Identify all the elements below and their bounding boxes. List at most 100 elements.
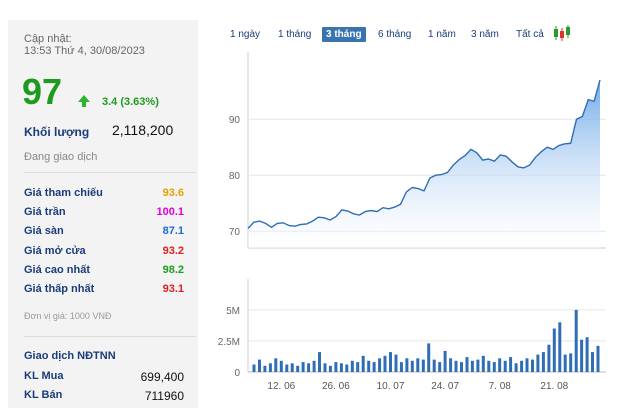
ceiling-price-value: 100.1 — [156, 206, 184, 218]
volume-bar — [574, 309, 578, 372]
tab-3-years[interactable]: 3 năm — [471, 29, 499, 40]
volume-bar — [525, 358, 529, 372]
volume-bar — [290, 363, 294, 372]
volume-bar — [399, 362, 403, 372]
volume-bar — [328, 365, 332, 372]
high-price-value: 98.2 — [162, 264, 184, 276]
unit-note: Đơn vị giá: 1000 VNĐ — [24, 311, 112, 321]
volume-tick-label: 5M — [226, 306, 240, 317]
volume-bar — [438, 362, 442, 372]
volume-bar — [427, 343, 431, 372]
price-tick-label: 90 — [229, 115, 241, 126]
tab-1-day[interactable]: 1 ngày — [230, 29, 261, 40]
tab-3-months[interactable]: 3 tháng — [322, 27, 366, 42]
low-price-label: Giá thấp nhất — [24, 283, 95, 295]
volume-tick-label: 2.5M — [218, 337, 240, 348]
price-line — [247, 79, 601, 229]
low-price-value: 93.1 — [162, 283, 184, 295]
volume-bar — [531, 359, 534, 372]
x-tick-label: 21. 08 — [540, 381, 568, 392]
volume-bar — [279, 360, 283, 372]
volume-bar — [296, 365, 300, 372]
volume-bar — [410, 360, 414, 372]
ref-price-value: 93.6 — [162, 187, 184, 199]
volume-bar — [481, 355, 485, 372]
volume-bar — [514, 363, 518, 372]
volume-bar — [596, 345, 600, 372]
volume-bar — [263, 365, 267, 372]
volume-bar — [339, 363, 343, 372]
volume-bar — [580, 339, 584, 372]
volume-bar — [405, 358, 409, 372]
volume-bar — [563, 354, 567, 372]
volume-bar — [503, 360, 507, 372]
x-tick-label: 12. 06 — [267, 381, 295, 392]
volume-bar — [541, 352, 545, 372]
divider — [24, 336, 196, 337]
floor-price-label: Giá sàn — [24, 225, 64, 237]
open-price-label: Giá mở cửa — [24, 245, 86, 257]
volume-bar — [301, 362, 305, 372]
tab-6-months[interactable]: 6 tháng — [378, 29, 412, 40]
x-tick-label: 10. 07 — [377, 381, 405, 392]
updated-label: Cập nhật: — [24, 33, 72, 45]
price-tick-label: 70 — [229, 227, 241, 238]
volume-bar — [520, 360, 524, 372]
trading-status: Đang giao dịch — [24, 151, 98, 163]
volume-bar — [383, 355, 387, 372]
volume-bar — [258, 359, 261, 372]
volume-bar — [416, 358, 420, 372]
volume-bar — [558, 322, 562, 372]
volume-bar — [443, 350, 447, 372]
tab-all[interactable]: Tất cả — [516, 29, 544, 40]
volume-bar — [591, 352, 594, 372]
x-tick-label: 24. 07 — [431, 381, 459, 392]
volume-bar — [449, 358, 453, 372]
current-price: 97 — [22, 71, 63, 112]
volume-bar — [432, 359, 436, 372]
foreign-sell-label: KL Bán — [24, 389, 63, 401]
volume-bar — [323, 363, 327, 372]
volume-bar — [345, 364, 349, 372]
volume-bar — [389, 352, 392, 372]
divider — [24, 172, 196, 173]
volume-bar — [367, 360, 371, 372]
foreign-sell-value: 711960 — [144, 389, 184, 403]
volume-bar — [547, 344, 551, 372]
up-arrow-icon — [78, 95, 90, 102]
volume-bar — [252, 364, 256, 372]
candlestick-icon[interactable] — [552, 24, 572, 42]
volume-bar — [285, 364, 289, 372]
volume-bar — [394, 354, 398, 372]
volume-bar — [378, 358, 382, 372]
volume-bar — [361, 355, 365, 372]
open-price-value: 93.2 — [162, 245, 184, 257]
up-arrow-stem — [82, 102, 86, 107]
foreign-buy-label: KL Mua — [24, 370, 64, 382]
volume-bar — [307, 363, 311, 372]
volume-bar — [509, 357, 513, 372]
volume-bar — [421, 359, 425, 372]
x-tick-label: 26. 06 — [322, 381, 350, 392]
ceiling-price-label: Giá trần — [24, 206, 66, 218]
volume-bar — [460, 362, 463, 372]
volume-bar — [552, 328, 556, 372]
ref-price-label: Giá tham chiếu — [24, 187, 103, 199]
volume-bar — [350, 360, 354, 372]
volume-bar — [569, 353, 573, 372]
volume-bar — [356, 362, 360, 372]
floor-price-value: 87.1 — [162, 225, 184, 237]
volume-bar — [470, 360, 474, 372]
volume-bar — [498, 358, 502, 372]
volume-bar — [454, 360, 458, 372]
summary-panel: Cập nhật: 13:53 Thứ 4, 30/08/2023 97 3.4… — [8, 20, 198, 408]
updated-time: 13:53 Thứ 4, 30/08/2023 — [24, 45, 145, 57]
volume-label: Khối lượng — [24, 125, 90, 139]
price-tick-label: 80 — [229, 171, 241, 182]
tab-1-month[interactable]: 1 tháng — [278, 29, 312, 40]
volume-bar — [372, 362, 376, 372]
volume-bar — [536, 354, 540, 372]
tab-1-year[interactable]: 1 năm — [428, 29, 456, 40]
volume-bar — [585, 337, 589, 372]
foreign-buy-value: 699,400 — [140, 370, 184, 384]
